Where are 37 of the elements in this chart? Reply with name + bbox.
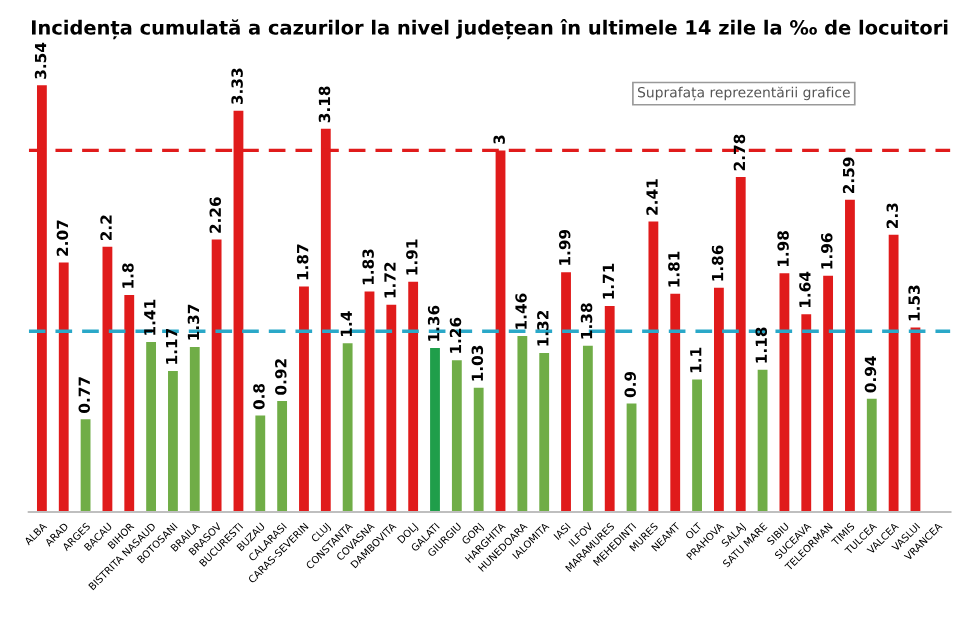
bar	[801, 314, 812, 512]
bar	[386, 304, 397, 512]
bar	[582, 345, 593, 512]
bar	[823, 275, 834, 512]
bar	[299, 286, 309, 512]
bar	[539, 352, 550, 512]
bar	[735, 176, 746, 512]
bar	[845, 199, 855, 512]
bar	[866, 398, 877, 512]
bar	[692, 379, 702, 512]
bar	[561, 272, 571, 512]
bar	[713, 287, 724, 512]
bar	[779, 273, 790, 512]
bar	[626, 403, 637, 512]
bar	[408, 281, 419, 512]
chart-title: Incidența cumulată a cazurilor la nivel județean în ultimele 14 zile la ‰ de locuitori	[31, 18, 948, 40]
bar	[58, 262, 69, 512]
bar	[670, 293, 681, 512]
bar	[168, 370, 178, 512]
bar	[146, 342, 157, 512]
bar	[451, 360, 462, 512]
bar	[430, 348, 440, 512]
bar	[211, 239, 222, 512]
bar	[473, 387, 484, 512]
bar	[517, 336, 528, 512]
bar	[342, 343, 353, 512]
bar	[189, 346, 200, 512]
bar	[124, 295, 135, 512]
bar	[888, 234, 899, 512]
bar	[277, 401, 288, 512]
bar	[604, 305, 615, 512]
bar	[102, 246, 113, 512]
bar	[757, 369, 768, 512]
bar	[255, 415, 266, 512]
bar	[80, 419, 91, 512]
bar	[648, 221, 659, 512]
bar	[364, 291, 375, 512]
